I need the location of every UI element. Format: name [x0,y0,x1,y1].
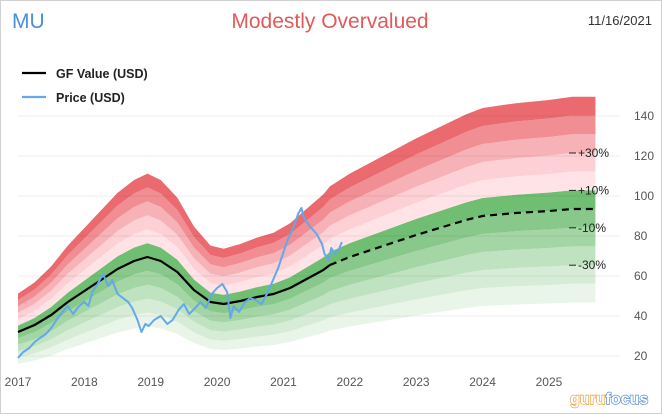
x-tick-label: 2020 [204,375,231,389]
x-tick-label: 2019 [137,375,164,389]
x-tick-label: 2018 [71,375,98,389]
band-label: +30% [578,146,609,160]
valuation-band [18,152,596,320]
x-tick-label: 2024 [469,375,496,389]
band-label: -30% [578,258,606,272]
valuation-bands [18,96,596,364]
report-date: 11/16/2021 [587,13,652,28]
legend-price-label: Price (USD) [56,91,125,105]
y-tick-label: 60 [634,269,648,283]
band-label: +10% [578,183,609,197]
x-tick-label: 2017 [5,375,32,389]
y-tick-label: 80 [634,229,648,243]
valuation-band [18,134,596,313]
y-tick-label: 140 [634,109,654,123]
valuation-band [18,115,596,307]
y-tick-label: 20 [634,349,648,363]
gurufocus-watermark: gurufocus [569,390,649,408]
y-axis-ticks: 20 40 60 80 100 120 140 [634,109,654,363]
x-axis-ticks: 2017 2018 2019 2020 2021 2022 2023 2024 2025 [5,375,563,389]
valuation-band [18,171,596,326]
svg-text:gurufocus: gurufocus [570,391,648,408]
y-tick-label: 40 [634,309,648,323]
price-line [17,207,343,359]
valuation-band [18,246,596,352]
valuation-band [18,265,596,358]
legend: GF Value (USD) Price (USD) [22,67,148,105]
x-tick-label: 2023 [403,375,430,389]
gf-value-forecast-line [329,207,596,267]
valuation-verdict: Modestly Overvalued [231,10,429,33]
x-tick-label: 2022 [336,375,363,389]
x-tick-label: 2025 [536,375,563,389]
ticker-symbol: MU [12,10,45,33]
band-labels: +30% +10% -10% -30% [569,146,609,272]
x-tick-label: 2021 [270,375,297,389]
valuation-band [18,209,596,339]
y-tick-label: 120 [634,149,654,163]
gridlines [18,115,620,357]
y-tick-label: 100 [634,189,654,203]
valuation-band [18,227,596,345]
watermark-focus: focus [606,391,649,408]
watermark-guru: guru [570,391,606,408]
series-lines [17,207,596,359]
band-label: -10% [578,221,606,235]
valuation-band [18,96,596,300]
valuation-band [18,283,596,364]
gf-value-line [17,255,331,334]
legend-gf-value-label: GF Value (USD) [56,67,148,81]
